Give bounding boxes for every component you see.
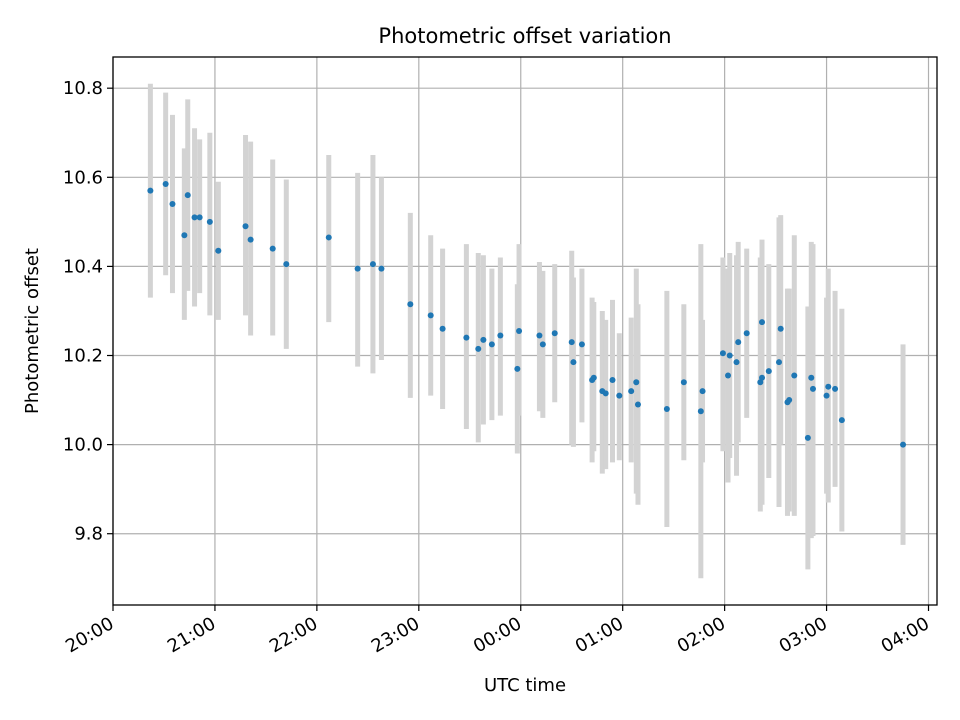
data-point — [804, 434, 811, 441]
x-axis-label: UTC time — [484, 675, 566, 696]
grid-lines — [112, 57, 937, 605]
data-point — [475, 345, 482, 352]
y-tick-label: 10.8 — [63, 78, 103, 99]
data-point — [369, 261, 376, 268]
y-tick-label: 10.6 — [63, 167, 103, 188]
data-point — [832, 385, 839, 392]
data-point — [808, 374, 815, 381]
data-point — [699, 388, 706, 395]
data-point — [488, 341, 495, 348]
data-point — [609, 377, 616, 384]
data-point — [791, 372, 798, 379]
data-point — [568, 339, 575, 346]
data-points — [147, 180, 907, 448]
data-point — [497, 332, 504, 339]
data-point — [616, 392, 623, 399]
data-point — [633, 379, 640, 386]
plot-frame — [112, 56, 938, 606]
data-point — [726, 352, 733, 359]
y-tick-label: 9.8 — [74, 524, 103, 545]
data-point — [733, 359, 740, 366]
data-point — [269, 245, 276, 252]
data-point — [838, 417, 845, 424]
data-point — [514, 365, 521, 372]
y-axis-label: Photometric offset — [22, 248, 43, 414]
data-point — [759, 374, 766, 381]
data-point — [439, 325, 446, 332]
data-point — [697, 408, 704, 415]
data-point — [602, 390, 609, 397]
data-point — [407, 301, 414, 308]
data-point — [735, 339, 742, 346]
y-axis-ticks: 9.8 10.0 10.2 10.4 10.6 10.8 — [63, 78, 113, 545]
data-point — [743, 330, 750, 337]
data-point — [900, 441, 907, 448]
data-point — [725, 372, 732, 379]
data-point — [777, 325, 784, 332]
data-point — [786, 397, 793, 404]
data-point — [215, 247, 222, 254]
data-point — [206, 218, 213, 225]
data-point — [765, 368, 772, 375]
data-point — [242, 223, 249, 230]
data-point — [378, 265, 385, 272]
data-point — [184, 192, 191, 199]
data-point — [516, 328, 523, 334]
data-point — [181, 232, 188, 239]
chart-title: Photometric offset variation — [378, 24, 671, 48]
y-tick-label: 10.2 — [63, 346, 103, 367]
data-point — [825, 383, 832, 390]
data-point — [809, 385, 816, 392]
data-point — [539, 341, 546, 348]
data-point — [247, 236, 254, 243]
data-point — [823, 392, 830, 399]
data-point — [570, 359, 577, 366]
data-point — [719, 350, 726, 357]
data-point — [628, 388, 635, 395]
y-tick-label: 10.0 — [63, 435, 103, 456]
data-point — [680, 379, 687, 386]
data-point — [283, 261, 290, 268]
data-point — [551, 330, 558, 337]
data-point — [354, 265, 361, 272]
data-point — [196, 214, 203, 221]
data-point — [578, 341, 585, 348]
data-point — [169, 201, 176, 208]
data-point — [191, 214, 198, 221]
data-point — [147, 187, 154, 194]
data-point — [775, 359, 782, 366]
y-tick-label: 10.4 — [63, 256, 103, 277]
data-point — [759, 319, 766, 326]
data-point — [427, 312, 434, 319]
data-point — [663, 405, 670, 412]
data-point — [480, 336, 487, 343]
data-point — [536, 332, 543, 339]
data-point — [634, 401, 641, 408]
data-point — [325, 234, 332, 241]
data-point — [463, 334, 470, 341]
data-point — [590, 374, 597, 381]
data-point — [162, 180, 169, 187]
